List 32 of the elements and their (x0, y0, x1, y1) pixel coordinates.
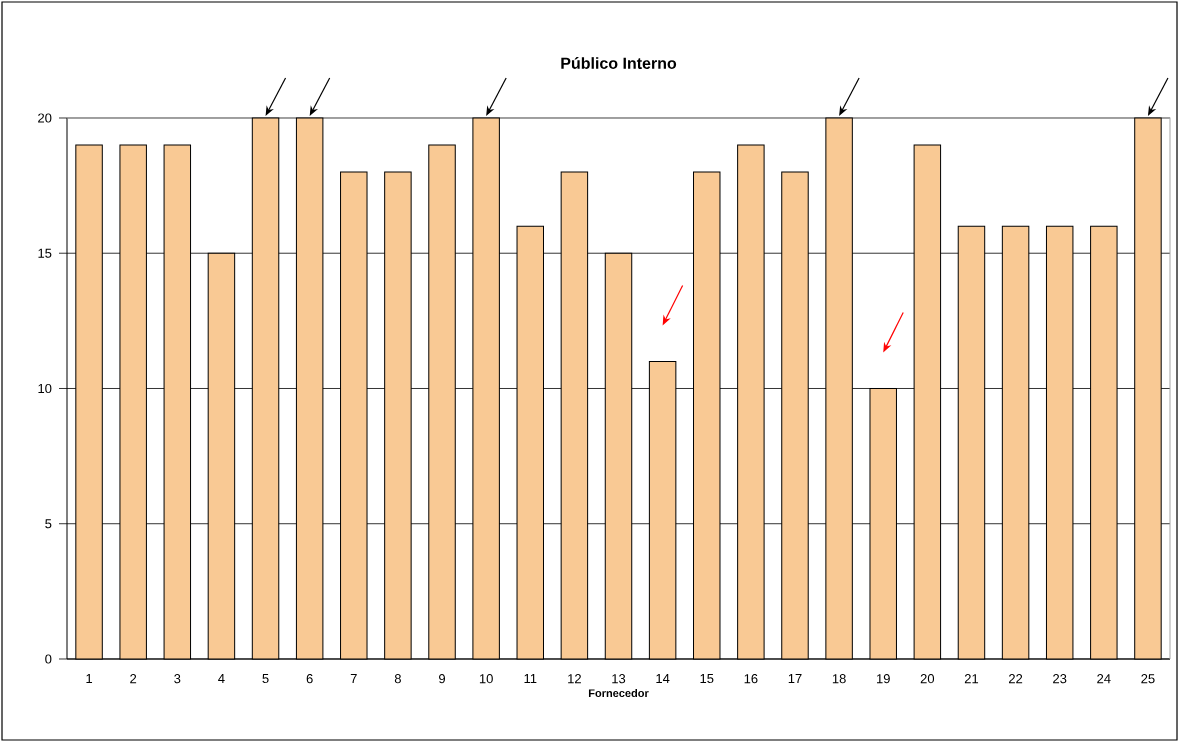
x-tick-label: 18 (832, 674, 846, 684)
y-tick-label: 15 (38, 248, 52, 258)
x-tick-label: 15 (700, 674, 714, 684)
x-tick-label: 2 (130, 674, 137, 684)
x-tick-label: 6 (306, 674, 313, 684)
x-tick-label: 12 (568, 674, 581, 684)
x-tick-label: 1 (86, 674, 93, 683)
x-tick-label: 16 (744, 674, 758, 684)
x-tick-label: 24 (1097, 674, 1111, 684)
x-tick-label: 22 (1009, 674, 1023, 684)
x-tick-label: 13 (612, 674, 626, 684)
x-tick-label: 11 (524, 674, 537, 683)
x-tick-label: 8 (394, 674, 401, 684)
x-tick-label: 20 (920, 674, 935, 684)
x-tick-label: 19 (877, 674, 890, 684)
x-tick-label: 5 (262, 674, 269, 684)
chart-title: Público Interno (561, 57, 677, 69)
x-tick-label: 25 (1141, 674, 1155, 684)
x-tick-label: 10 (479, 674, 493, 684)
x-tick-label: 14 (656, 674, 670, 683)
y-tick-label: 20 (38, 113, 52, 123)
x-tick-label: 4 (218, 674, 225, 683)
x-tick-label: 21 (964, 674, 979, 684)
x-tick-label: 23 (1053, 674, 1067, 684)
x-axis-title: Fornecedor (588, 688, 649, 698)
x-tick-label: 17 (788, 674, 802, 683)
y-tick-label: 0 (45, 654, 52, 664)
y-tick-label: 10 (38, 383, 52, 394)
x-tick-label: 9 (439, 674, 446, 684)
y-tick-label: 5 (45, 519, 52, 529)
x-tick-label: 7 (350, 674, 357, 683)
x-tick-label: 3 (174, 674, 181, 684)
